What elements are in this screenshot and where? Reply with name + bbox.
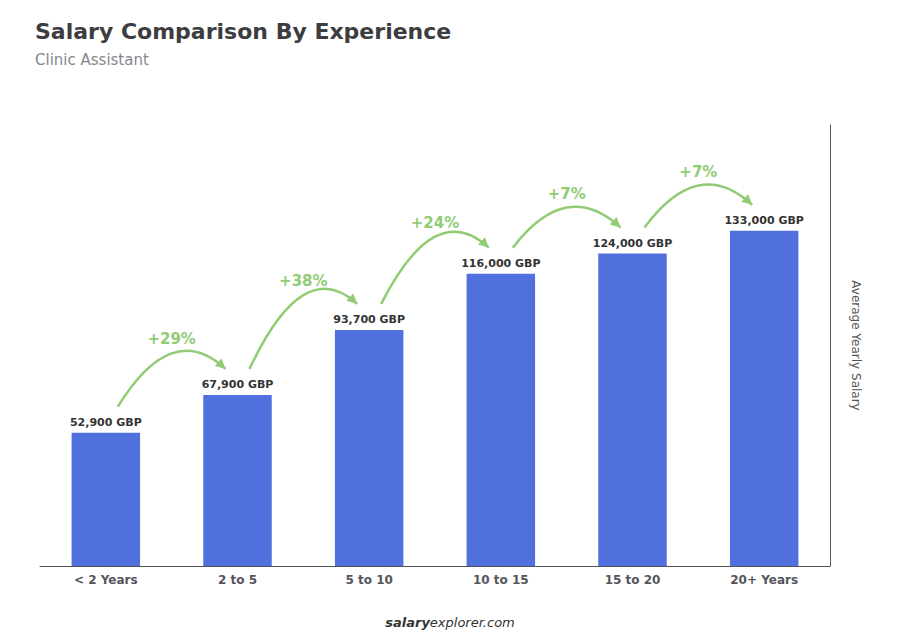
svg-text:5 to 10: 5 to 10 <box>345 573 392 587</box>
svg-text:93,700 GBP: 93,700 GBP <box>333 313 405 326</box>
svg-text:67,900 GBP: 67,900 GBP <box>202 378 274 391</box>
svg-text:+38%: +38% <box>279 272 327 290</box>
svg-text:10 to 15: 10 to 15 <box>473 573 529 587</box>
svg-text:explorer.com: explorer.com <box>430 615 515 630</box>
svg-text:20+ Years: 20+ Years <box>730 573 798 587</box>
svg-text:< 2 Years: < 2 Years <box>74 573 138 587</box>
svg-text:+24%: +24% <box>411 214 459 232</box>
svg-text:Salary Comparison By Experienc: Salary Comparison By Experience <box>35 19 451 44</box>
svg-text:+7%: +7% <box>679 163 717 181</box>
svg-text:salary: salary <box>385 615 430 630</box>
svg-text:124,000 GBP: 124,000 GBP <box>593 237 672 250</box>
svg-text:133,000 GBP: 133,000 GBP <box>724 214 803 227</box>
svg-text:2 to 5: 2 to 5 <box>218 573 257 587</box>
svg-text:15 to 20: 15 to 20 <box>605 573 661 587</box>
svg-text:52,900 GBP: 52,900 GBP <box>70 416 142 429</box>
svg-text:Clinic Assistant: Clinic Assistant <box>35 51 149 69</box>
svg-text:+7%: +7% <box>548 185 586 203</box>
svg-text:+29%: +29% <box>147 330 195 348</box>
svg-text:Average Yearly Salary: Average Yearly Salary <box>849 280 863 410</box>
svg-text:116,000 GBP: 116,000 GBP <box>461 257 540 270</box>
